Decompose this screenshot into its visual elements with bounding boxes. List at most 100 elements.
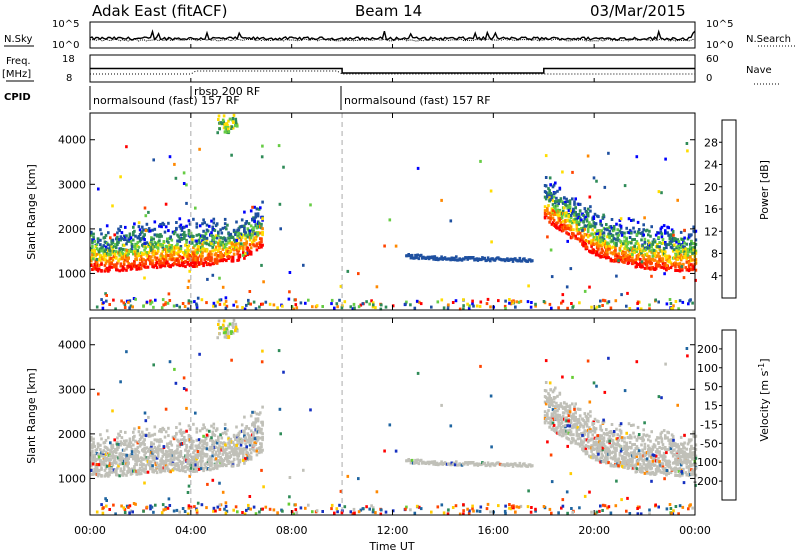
power-cell	[192, 246, 195, 250]
velocity-cell	[151, 467, 154, 471]
velocity-cell	[227, 462, 230, 465]
power-cell	[192, 217, 195, 221]
velocity-cell	[154, 447, 158, 451]
velocity-cell	[571, 416, 574, 420]
power-cell	[676, 198, 679, 202]
power-cell	[260, 245, 263, 249]
velocity-cell	[145, 446, 149, 450]
power-cell	[661, 260, 665, 264]
power-cell	[209, 250, 212, 254]
power-cell	[612, 225, 616, 228]
power-cell	[276, 306, 279, 310]
power-cell	[239, 238, 243, 242]
power-cell	[170, 238, 174, 242]
power-cell	[225, 122, 229, 126]
power-cell	[102, 244, 106, 248]
velocity-cell	[225, 463, 228, 467]
velocity-cell	[243, 461, 246, 465]
velocity-cell	[558, 433, 562, 437]
power-cell	[633, 238, 636, 241]
velocity-cell	[253, 449, 256, 453]
velocity-cell	[578, 407, 582, 411]
velocity-cell	[100, 474, 103, 477]
velocity-cell	[582, 440, 585, 444]
power-cell	[667, 260, 670, 264]
power-cell	[543, 195, 547, 199]
power-cell	[114, 307, 117, 311]
power-cell	[561, 170, 564, 174]
velocity-cell	[635, 437, 639, 441]
velocity-cell	[569, 419, 573, 422]
power-cell	[215, 222, 219, 226]
power-cell	[588, 195, 592, 199]
velocity-cell	[202, 466, 205, 470]
power-cell	[185, 238, 188, 242]
velocity-cell	[116, 466, 119, 470]
power-cell	[549, 248, 553, 252]
power-cell	[563, 223, 566, 227]
velocity-cell	[145, 427, 149, 431]
power-cell	[95, 262, 99, 266]
power-cell	[201, 254, 204, 258]
power-cell	[627, 217, 631, 221]
velocity-cell	[650, 430, 653, 434]
power-cell	[631, 255, 634, 259]
velocity-cell	[149, 465, 152, 469]
velocity-cell	[210, 447, 213, 451]
power-cell	[471, 299, 474, 303]
velocity-cell	[255, 412, 259, 416]
velocity-cell	[160, 430, 163, 434]
velocity-cell	[134, 439, 137, 443]
power-cell	[181, 264, 185, 268]
power-cell	[642, 223, 645, 227]
velocity-cell	[213, 466, 217, 470]
velocity-cell	[130, 450, 134, 454]
power-cell	[142, 262, 145, 266]
velocity-cell	[591, 433, 594, 437]
power-cell	[479, 159, 482, 163]
power-cell	[465, 256, 468, 260]
y-tick-label: 3000	[58, 178, 86, 191]
velocity-cell	[92, 441, 95, 445]
velocity-cell	[633, 443, 636, 446]
power-cell	[544, 176, 548, 179]
velocity-cell	[150, 460, 153, 464]
power-cell	[154, 264, 158, 267]
power-cell	[160, 234, 163, 238]
power-cell	[264, 300, 268, 304]
power-cell	[599, 219, 602, 223]
power-cell	[645, 266, 649, 270]
power-cell	[518, 256, 522, 260]
velocity-cell	[243, 432, 246, 435]
beam-title: Beam 14	[355, 2, 422, 20]
power-cell	[657, 236, 660, 239]
velocity-cell	[201, 439, 204, 443]
velocity-cell	[125, 447, 128, 451]
velocity-cell	[243, 415, 246, 419]
power-cell	[453, 258, 457, 262]
velocity-cell	[580, 423, 583, 427]
power-cell	[155, 260, 159, 264]
velocity-cell	[118, 434, 121, 438]
power-cell	[566, 239, 569, 243]
power-cell	[559, 197, 563, 201]
power-cell	[191, 237, 194, 241]
velocity-cell	[192, 440, 195, 443]
velocity-cell	[558, 418, 562, 422]
power-cell	[100, 298, 103, 302]
power-cell	[618, 219, 622, 222]
velocity-cell	[246, 440, 250, 444]
power-cell	[183, 236, 186, 240]
power-cell	[650, 245, 653, 249]
power-cell	[642, 228, 645, 232]
velocity-cell	[196, 463, 200, 467]
velocity-cell	[219, 445, 222, 449]
velocity-cell	[210, 463, 213, 467]
power-cell	[592, 217, 596, 220]
power-cell	[187, 301, 191, 305]
power-cell	[100, 249, 103, 253]
power-cell	[227, 127, 230, 131]
power-cell	[115, 246, 118, 250]
power-cell	[151, 262, 154, 266]
power-cell	[185, 183, 188, 187]
